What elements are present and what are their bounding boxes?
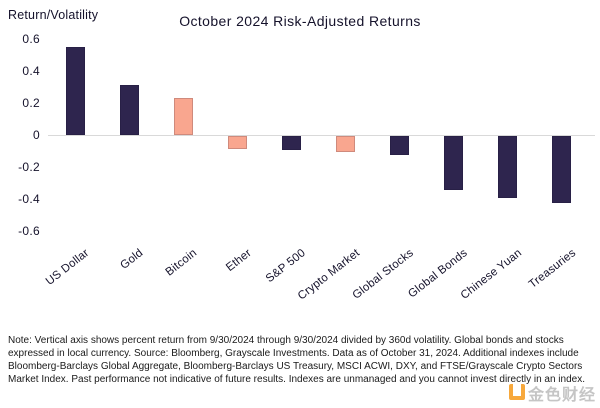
y-tick-label: 0.4 [22,64,40,78]
y-tick-label: -0.6 [18,224,40,238]
zero-axis-line [48,135,595,136]
chart-title: October 2024 Risk-Adjusted Returns [179,13,421,29]
bar-bitcoin [173,98,193,135]
watermark-logo-icon [508,384,525,400]
bar-global-stocks [390,136,410,156]
y-tick-label: 0.6 [22,32,40,46]
bar-global-bonds [444,136,464,191]
y-tick-label: -0.2 [18,160,40,174]
bar-gold [119,85,139,135]
y-axis-title: Return/Volatility [8,8,99,22]
y-tick-label: -0.4 [18,192,40,206]
bar-chinese-yuan [498,136,518,199]
y-tick-label: 0 [33,128,40,142]
bar-us-dollar [65,47,85,135]
footnote: Note: Vertical axis shows percent return… [8,335,585,385]
x-axis-label: US Dollar [43,247,92,288]
x-axis-label: Gold [118,247,146,272]
bar-treasuries [552,136,572,204]
y-tick-label: 0.2 [22,96,40,110]
x-axis-label: Ether [223,247,254,275]
bar-s-p-500 [281,136,301,151]
x-axis-label: Treasuries [526,247,579,291]
x-axis-label: Bitcoin [163,247,200,279]
bar-crypto-market [336,136,355,152]
x-axis-label: S&P 500 [263,247,308,286]
bar-ether [227,136,247,149]
